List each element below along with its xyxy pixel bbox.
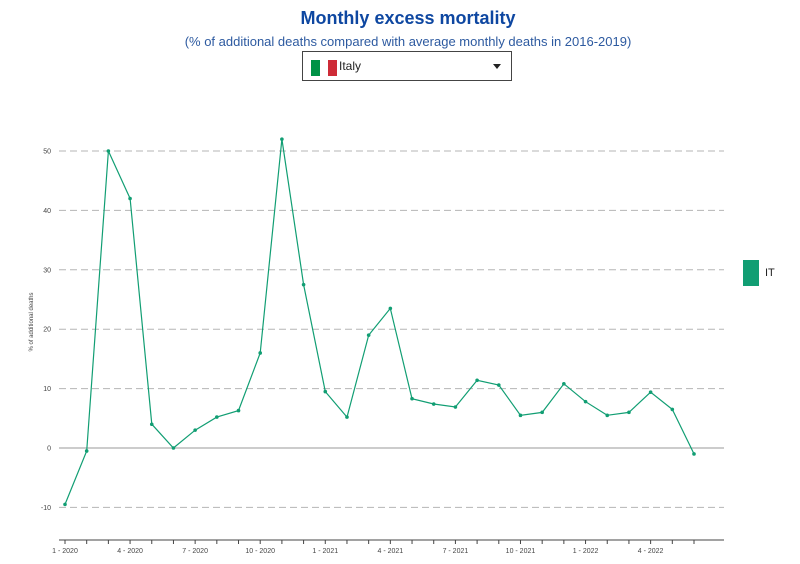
data-point[interactable] [149,422,154,427]
data-point[interactable] [106,149,111,153]
data-point[interactable] [128,196,132,201]
legend-swatch [743,260,759,286]
data-point[interactable] [562,382,566,386]
country-selector-value: Italy [339,59,362,73]
y-tick-label: 0 [47,446,51,453]
y-tick-label: 50 [43,149,51,156]
italy-flag-icon [311,60,338,76]
data-point[interactable] [63,502,67,507]
data-point[interactable] [627,410,631,415]
series-line [64,139,695,505]
x-tick-label: 7 - 2020 [182,548,208,555]
x-tick-label: 10 - 2021 [506,548,536,555]
data-point[interactable] [540,410,544,415]
chart-title: Monthly excess mortality [300,8,516,28]
x-tick-label: 4 - 2021 [378,548,404,555]
y-tick-label: 30 [43,267,51,274]
legend-label: IT [765,267,775,279]
data-point[interactable] [171,446,176,450]
x-tick-label: 4 - 2020 [117,548,143,555]
data-point[interactable] [215,415,219,419]
data-point[interactable] [84,449,89,453]
caret-down-icon [493,64,501,69]
data-point[interactable] [345,415,349,419]
data-point[interactable] [583,399,588,404]
country-selector[interactable]: Italy [302,51,512,81]
data-point[interactable] [280,137,284,141]
y-tick-label: -10 [41,505,51,512]
data-point[interactable] [648,390,653,394]
data-point[interactable] [193,428,197,432]
y-tick-label: 40 [43,208,51,215]
data-point[interactable] [453,405,458,409]
chart-subtitle: (% of additional deaths compared with av… [184,34,632,49]
data-point[interactable] [388,306,393,311]
data-point[interactable] [605,413,610,418]
data-point[interactable] [301,282,306,287]
x-tick-label: 10 - 2020 [245,548,275,555]
data-point[interactable] [431,402,436,406]
data-point[interactable] [518,413,523,418]
data-point[interactable] [496,383,501,387]
data-point[interactable] [692,452,696,456]
x-tick-label: 4 - 2022 [638,548,664,555]
x-tick-label: 1 - 2020 [52,548,78,555]
x-tick-label: 7 - 2021 [443,548,469,555]
x-tick-label: 1 - 2021 [312,548,338,555]
y-tick-label: 20 [43,327,51,334]
data-point[interactable] [366,333,371,337]
data-point[interactable] [410,396,414,401]
data-point[interactable] [475,378,479,383]
data-point[interactable] [236,408,241,413]
data-point[interactable] [323,389,328,394]
y-axis-label: % of additional deaths [29,292,35,351]
y-tick-label: 10 [43,386,51,393]
x-tick-label: 1 - 2022 [573,548,599,555]
data-point[interactable] [670,407,675,412]
data-point[interactable] [258,351,263,355]
